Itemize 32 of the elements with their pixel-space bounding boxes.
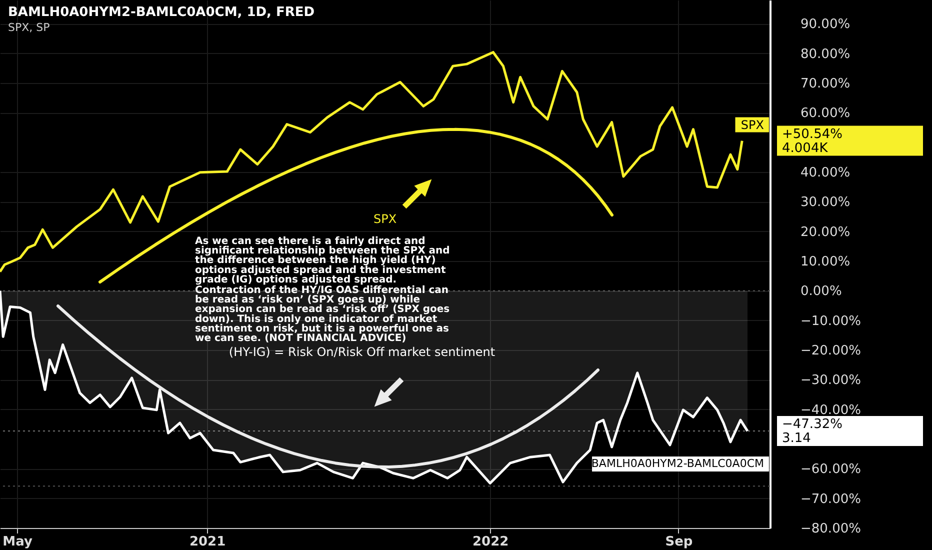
y-tick-label: 0.00% <box>800 284 842 300</box>
x-tick-label: May <box>2 534 33 550</box>
y-tick-label: 90.00% <box>800 17 850 32</box>
annotation: SPX <box>373 212 397 226</box>
y-tick-label: 30.00% <box>800 195 850 210</box>
y-tick-label: 20.00% <box>800 224 850 240</box>
y-tick-label: 70.00% <box>800 76 850 92</box>
x-tick-label: 2021 <box>189 534 226 550</box>
series-label: SPX <box>740 118 764 132</box>
annotation: (HY-IG) = Risk On/Risk Off market sentiment <box>228 345 496 359</box>
y-tick-label: −60.00% <box>800 462 861 478</box>
chart-title: BAMLH0A0HYM2-BAMLC0A0CM, 1D, FRED <box>8 5 315 20</box>
y-tick-label: 40.00% <box>800 166 850 181</box>
y-tick-label: −30.00% <box>800 373 861 388</box>
text: 3.14 <box>782 431 811 446</box>
y-tick-label: −20.00% <box>800 344 861 359</box>
series-label: BAMLH0A0HYM2-BAMLC0A0CM <box>591 457 764 470</box>
text: +50.54% <box>782 126 842 142</box>
annotation: Contraction of the HY/IG OAS differential can be read as ‘risk on’ (SPX goes up) while expansion can be read as ‘risk off’ (SPX goes down). This is only one indicator of market sentiment on risk, but it is a powerful one as we can see. (NOT FINANCIAL ADVICE) <box>195 285 450 344</box>
annotation: As we can see there is a fairly direct and significant relationship between the SPX and the difference between the high yield (HY) options adjusted spread and the investment grade (IG) options adjusted spread. <box>195 236 450 286</box>
y-tick-label: 60.00% <box>800 106 850 122</box>
y-tick-label: −40.00% <box>800 402 861 418</box>
x-tick-label: Sep <box>665 534 693 550</box>
text: SPX, SP <box>8 21 50 34</box>
text: −47.32% <box>782 417 842 432</box>
x-tick-label: 2022 <box>472 534 509 550</box>
text: 4.004K <box>782 140 828 156</box>
y-tick-label: 10.00% <box>800 254 850 270</box>
y-tick-label: 80.00% <box>800 46 850 62</box>
y-tick-label: −80.00% <box>800 522 861 536</box>
y-tick-label: −70.00% <box>800 492 861 507</box>
y-tick-label: −10.00% <box>800 314 861 329</box>
